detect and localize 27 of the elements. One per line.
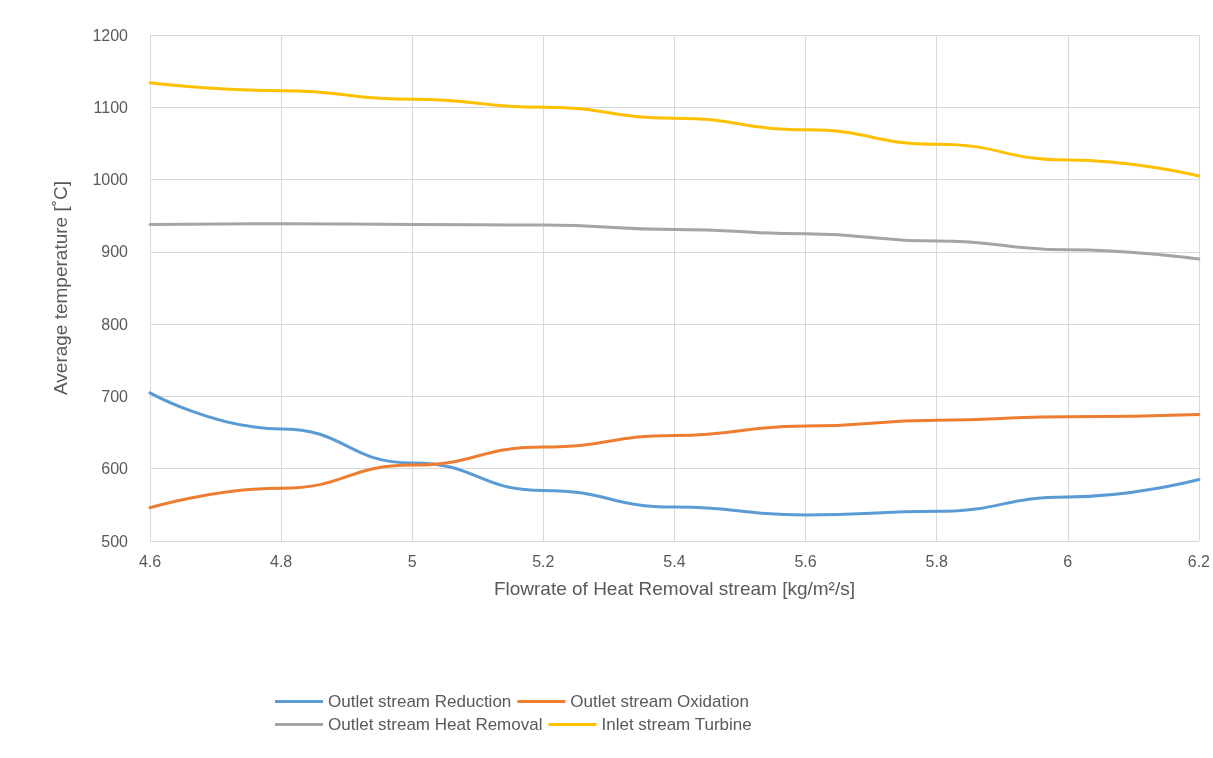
x-tick-label: 6.2	[1187, 552, 1211, 570]
x-tick-label: 5	[407, 552, 417, 570]
line-series	[148, 222, 1201, 261]
line-series	[148, 413, 1201, 510]
legend-label: Inlet stream Turbine	[601, 715, 752, 734]
x-tick-label: 5.6	[794, 552, 817, 570]
y-tick-label: 600	[101, 460, 129, 478]
legend-label: Outlet stream Reduction	[328, 692, 512, 711]
y-axis-title: Average temperature [˚C]	[50, 180, 71, 396]
y-tick-label: 1200	[92, 26, 129, 44]
x-tick-label: 6	[1063, 552, 1073, 570]
legend-label: Outlet stream Heat Removal	[328, 715, 543, 734]
y-tick-label: 500	[101, 532, 129, 550]
y-tick-label: 700	[101, 387, 129, 405]
x-tick-label: 5.2	[532, 552, 555, 570]
x-axis-title: Flowrate of Heat Removal stream [kg/m²/s]	[493, 578, 855, 599]
x-tick-label: 4.8	[269, 552, 293, 570]
x-tick-label: 5.4	[663, 552, 686, 570]
y-tick-label: 1100	[93, 98, 129, 116]
legend-label: Outlet stream Oxidation	[570, 692, 749, 711]
y-tick-label: 1000	[92, 171, 129, 189]
x-tick-label: 5.8	[925, 552, 948, 570]
y-tick-label: 800	[101, 315, 129, 333]
y-tick-label: 900	[101, 243, 129, 261]
x-tick-label: 4.6	[138, 552, 162, 570]
line-series	[148, 81, 1201, 178]
line-series	[148, 391, 1201, 517]
